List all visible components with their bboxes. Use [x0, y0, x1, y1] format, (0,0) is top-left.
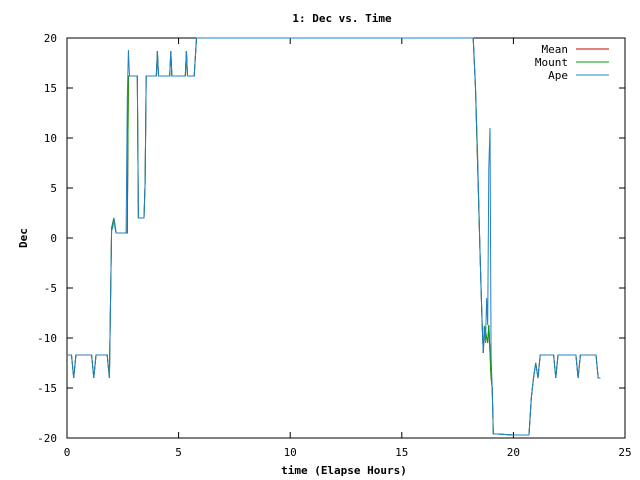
series-line-mean — [67, 37, 601, 436]
series-lines — [67, 37, 601, 436]
y-axis-ticks: 20 15 10 5 0 -5 -10 -15 -20 — [37, 32, 625, 445]
x-tick-label: 10 — [284, 446, 297, 459]
x-axis-label: time (Elapse Hours) — [281, 464, 407, 477]
y-tick-label: 15 — [44, 82, 57, 95]
y-tick-label: -10 — [37, 332, 57, 345]
plot-border — [66, 37, 626, 439]
y-axis-label: Dec — [17, 228, 30, 248]
y-tick-label: -20 — [37, 432, 57, 445]
legend-label-mount: Mount — [535, 56, 568, 69]
y-tick-label: 0 — [50, 232, 57, 245]
plot-frame — [66, 37, 626, 439]
y-tick-label: -15 — [37, 382, 57, 395]
x-axis-ticks: 0 5 10 15 20 25 — [64, 38, 632, 459]
x-tick-label: 0 — [64, 446, 71, 459]
x-tick-label: 25 — [618, 446, 631, 459]
legend-label-mean: Mean — [542, 43, 569, 56]
legend-label-ape: Ape — [548, 69, 568, 82]
series-line-mount — [67, 37, 601, 436]
chart-title: 1: Dec vs. Time — [292, 12, 392, 25]
x-tick-label: 5 — [175, 446, 182, 459]
y-tick-label: 20 — [44, 32, 57, 45]
x-tick-label: 15 — [395, 446, 408, 459]
y-tick-label: 10 — [44, 132, 57, 145]
x-tick-label: 20 — [507, 446, 520, 459]
y-tick-label: -5 — [44, 282, 57, 295]
y-tick-label: 5 — [50, 182, 57, 195]
series-line-ape — [67, 37, 601, 436]
